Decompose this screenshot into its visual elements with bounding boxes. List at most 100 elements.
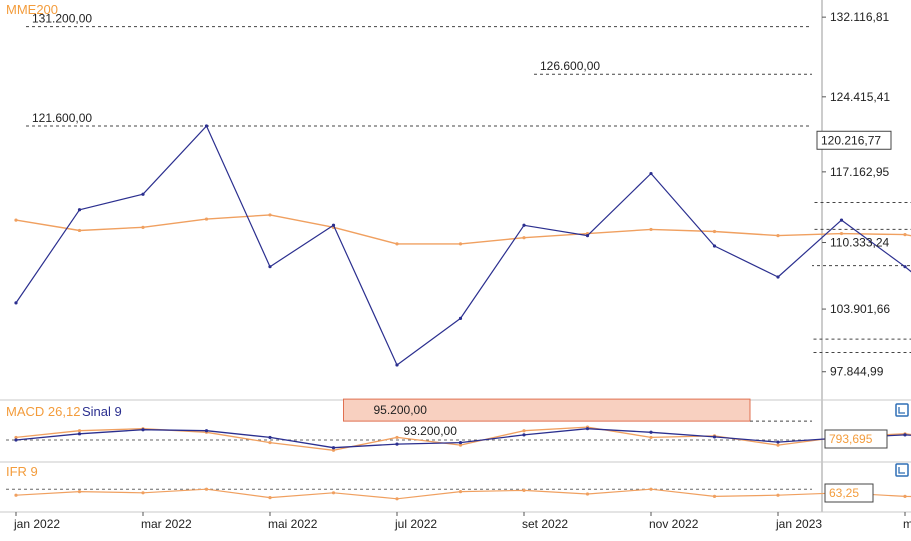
x-tick-label: mai 2022 xyxy=(268,517,318,531)
price-line-point xyxy=(14,301,18,305)
price-line-point xyxy=(649,171,653,176)
signal-line-point xyxy=(268,435,272,440)
ifr-line-point xyxy=(141,491,145,495)
mme200-line-point xyxy=(395,242,399,246)
mme200-line xyxy=(15,214,911,245)
support-zone xyxy=(343,398,751,422)
ifr-line-point xyxy=(14,493,18,497)
signal-line-point xyxy=(522,433,526,437)
signal-line-point xyxy=(585,427,590,431)
price-line-point xyxy=(331,223,336,227)
price-line-point xyxy=(141,192,145,196)
x-tick-label: mar 2022 xyxy=(141,517,192,531)
macd-line-point xyxy=(776,443,780,447)
mme200-line-point xyxy=(268,213,272,217)
signal-line-point xyxy=(331,446,336,450)
x-tick-label: jul 2022 xyxy=(394,517,437,531)
x-tick-label: jan 2023 xyxy=(775,517,822,531)
price-line-point xyxy=(585,234,590,238)
ifr-line-point xyxy=(395,497,399,501)
x-tick-label: mar 2023 xyxy=(903,517,911,531)
macd-line-point xyxy=(522,429,526,433)
mme200-line-point xyxy=(712,229,717,234)
mme200-line-point xyxy=(141,225,145,229)
zone-top-label: 95.200,00 xyxy=(374,403,428,417)
price-line-point xyxy=(204,124,209,128)
current-value-label: 120.216,77 xyxy=(821,133,881,147)
y-tick-label: 103.901,66 xyxy=(830,302,890,316)
ifr-line-point xyxy=(712,494,717,498)
ifr-line-point xyxy=(268,496,272,500)
y-tick-label: 110.333,24 xyxy=(830,236,889,250)
price-line-point xyxy=(395,363,399,367)
ifr-line-point xyxy=(649,487,653,491)
price-level-label: 126.600,00 xyxy=(540,59,600,73)
ifr-line-point xyxy=(776,493,780,497)
price-level-label: 131.200,00 xyxy=(32,12,92,26)
y-tick-label: 117.162,95 xyxy=(830,165,889,179)
x-tick-label: jan 2022 xyxy=(13,517,60,531)
ifr-value-box xyxy=(824,483,874,503)
ifr-line-point xyxy=(458,490,463,494)
signal-line-point xyxy=(712,435,717,439)
mme200-line-point xyxy=(14,218,18,222)
macd-value-box xyxy=(824,429,888,449)
ifr-line-point xyxy=(585,492,590,496)
macd-line-point xyxy=(14,435,18,440)
price-line xyxy=(15,125,911,366)
ifr-label: IFR 9 xyxy=(6,464,38,479)
macd-line-point xyxy=(395,435,399,440)
current-value-box xyxy=(816,130,892,150)
mme-label: MME200 xyxy=(6,2,58,17)
mme200-line-point xyxy=(839,231,844,236)
signal-line-point xyxy=(14,438,18,442)
price-line-point xyxy=(522,223,526,227)
ifr-line-point xyxy=(77,490,82,494)
ifr-line-point xyxy=(903,494,907,498)
signal-line-point xyxy=(77,432,82,436)
mme200-line-point xyxy=(204,217,209,221)
price-line-point xyxy=(77,208,82,212)
macd-line xyxy=(15,426,911,451)
signal-line-point xyxy=(649,430,653,434)
mme200-line-point xyxy=(776,234,780,238)
macd-label: MACD 26,12 xyxy=(6,404,80,419)
macd-line-point xyxy=(649,435,653,440)
mme200-line-point xyxy=(77,228,82,233)
y-tick-label: 97.844,99 xyxy=(830,365,884,379)
signal-line xyxy=(15,428,911,449)
price-line-point xyxy=(776,275,780,279)
x-tick-label: nov 2022 xyxy=(649,517,699,531)
signal-line-point xyxy=(395,442,399,446)
x-tick-label: set 2022 xyxy=(522,517,568,531)
signal-label: Sinal 9 xyxy=(82,404,122,419)
ifr-value: 63,25 xyxy=(829,486,859,500)
price-line-point xyxy=(268,265,272,269)
price-line-point xyxy=(458,316,463,320)
y-tick-label: 124.415,41 xyxy=(830,90,890,104)
y-tick-label: 132.116,81 xyxy=(830,10,889,24)
mme200-line-point xyxy=(458,242,463,246)
signal-line-point xyxy=(141,428,145,432)
signal-line-point xyxy=(776,440,780,444)
price-line-point xyxy=(712,244,717,248)
zone-bottom-label: 93.200,00 xyxy=(404,424,458,438)
ifr-panel-expand-icon[interactable] xyxy=(895,463,909,477)
mme200-line-point xyxy=(522,236,526,240)
price-line-point xyxy=(839,218,844,222)
mme200-line-point xyxy=(903,232,907,237)
macd-panel-expand-icon[interactable] xyxy=(895,403,909,417)
macd-line-point xyxy=(458,443,463,447)
macd-value: 793,695 xyxy=(829,432,873,446)
signal-line-point xyxy=(204,429,209,433)
signal-line-point xyxy=(458,440,463,445)
ifr-line-point xyxy=(522,488,526,492)
mme200-line-point xyxy=(649,227,653,232)
macd-line-point xyxy=(77,429,82,433)
price-line-point xyxy=(903,265,907,269)
signal-line-point xyxy=(903,433,907,437)
ifr-line-point xyxy=(331,491,336,495)
macd-line-point xyxy=(268,440,272,445)
ifr-line xyxy=(15,488,911,500)
